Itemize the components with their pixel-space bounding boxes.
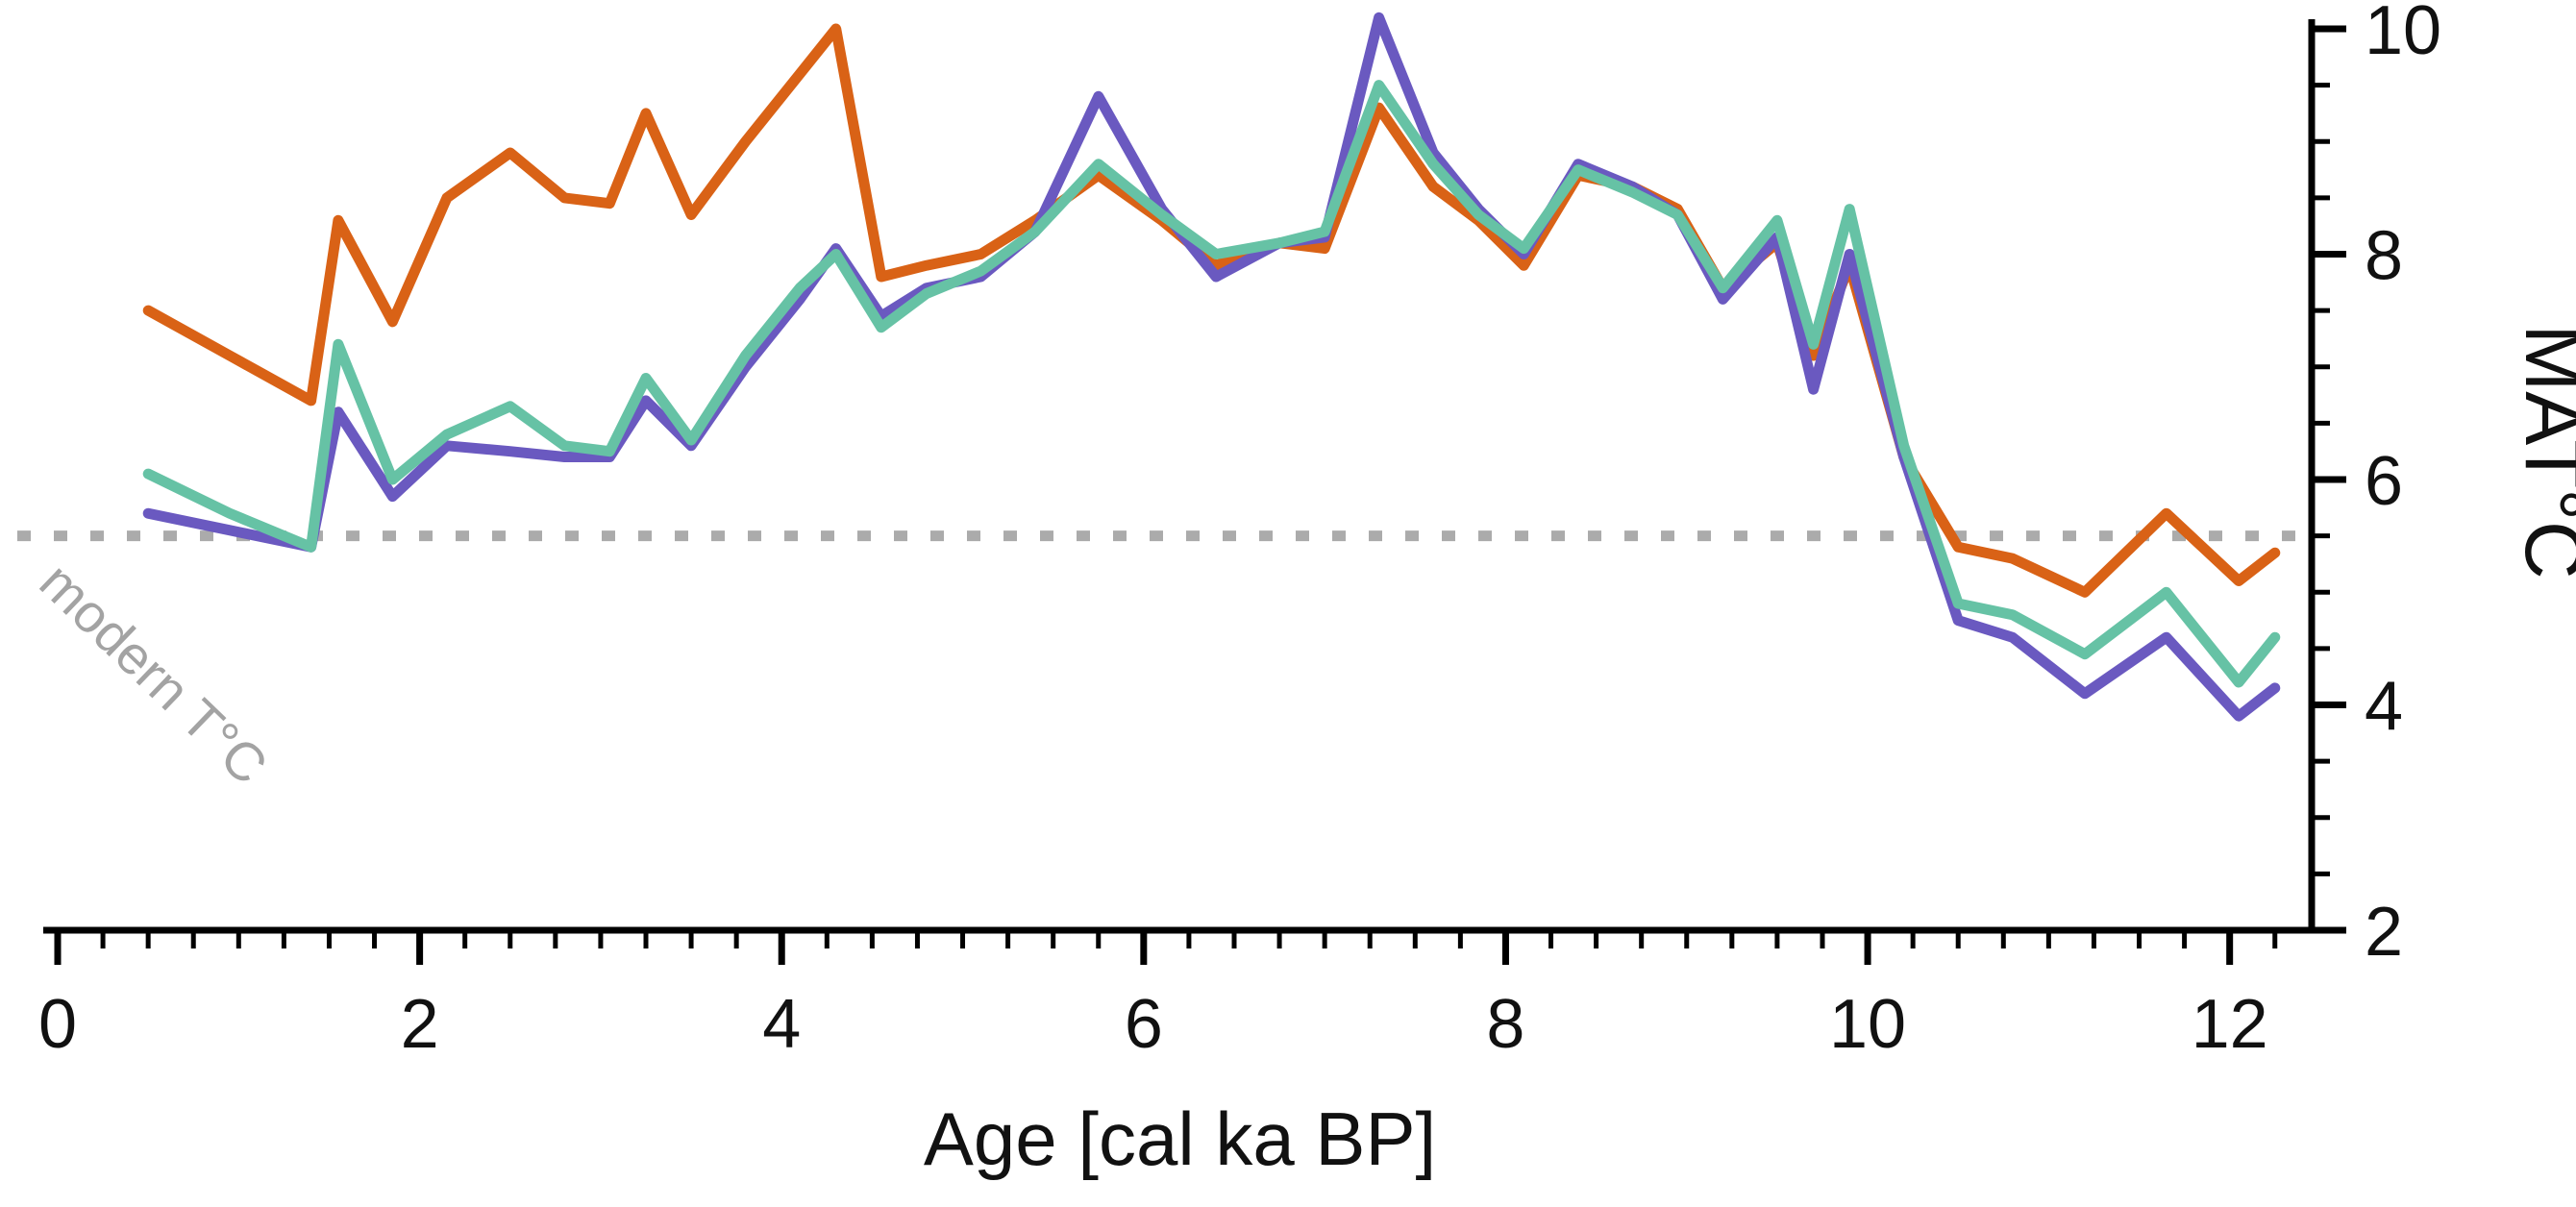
- series-orange: [142, 23, 2281, 598]
- y-tick-label: 6: [2365, 443, 2403, 520]
- x-tick-label: 2: [401, 986, 439, 1063]
- modern-temp-label: modern T°C: [29, 551, 280, 796]
- x-axis-ticks: 0 2 4 6 8 10 12: [38, 930, 2278, 1063]
- series-purple: [142, 12, 2281, 722]
- x-tick-label: 0: [38, 986, 77, 1063]
- y-tick-label: 10: [2365, 0, 2441, 69]
- x-tick-label: 12: [2192, 986, 2268, 1063]
- y-tick-label: 8: [2365, 218, 2403, 295]
- y-tick-label: 2: [2365, 894, 2403, 971]
- y-axis-ticks: 2 4 6 8 10: [2312, 0, 2441, 971]
- x-tick-label: 6: [1125, 986, 1163, 1063]
- series-teal: [142, 80, 2281, 688]
- x-axis-title: Age [cal ka BP]: [924, 1096, 1436, 1181]
- x-tick-label: 8: [1486, 986, 1524, 1063]
- x-tick-label: 10: [1829, 986, 1906, 1063]
- y-tick-label: 4: [2365, 669, 2403, 746]
- x-tick-label: 4: [762, 986, 801, 1063]
- y-axis-title: MAT°C: [2509, 324, 2576, 579]
